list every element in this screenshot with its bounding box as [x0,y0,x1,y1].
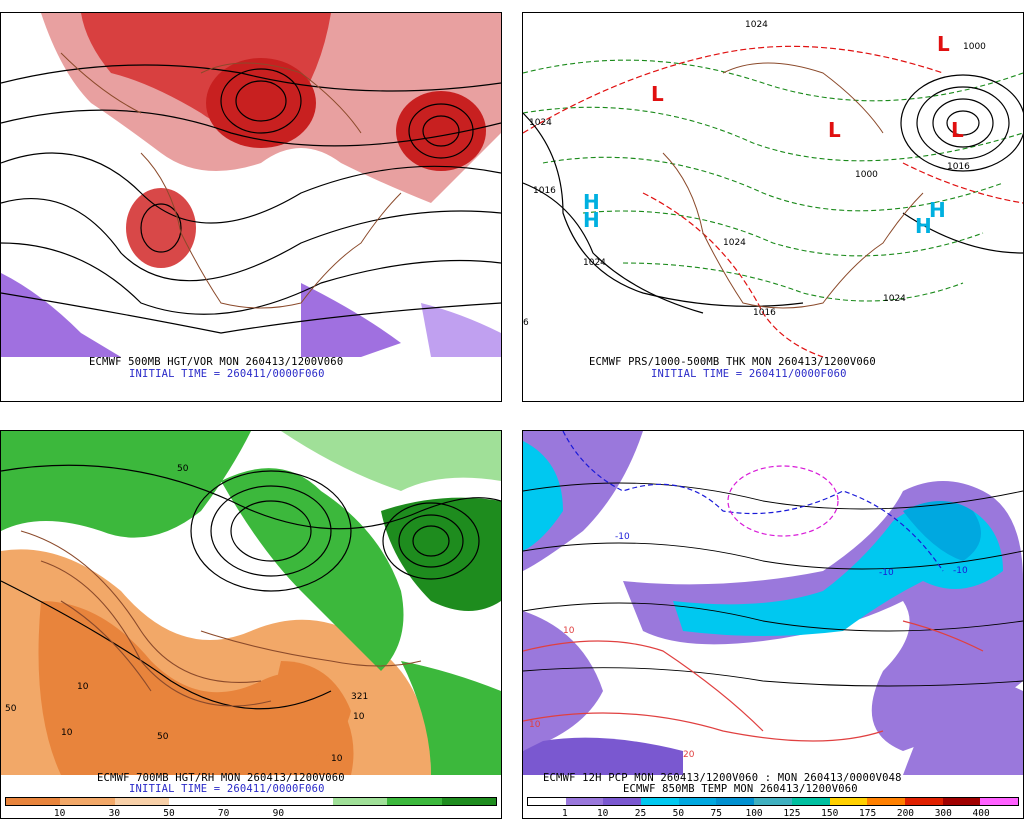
pcp-colorbar-swatch [980,798,1018,805]
map-700mb: 10 50 10 321 10 50 50 10 [1,431,501,775]
rh-colorbar-swatch [169,798,224,805]
rh-colorbar-swatch [387,798,442,805]
temp-label: 20 [683,750,695,760]
map-500mb [1,13,501,357]
isobar-label: 1016 [753,308,776,318]
panel-2-caption: ECMWF PRS/1000-500MB THK MON 260413/1200… [589,356,876,368]
isobar-label: 1024 [529,118,552,128]
temp-label: -10 [879,568,894,578]
pcp-colorbar-tick-label: 300 [934,808,952,819]
panel-1-subcaption: INITIAL TIME = 260411/0000F060 [129,368,325,380]
map-700mb-svg: 10 50 10 321 10 50 50 10 [1,431,501,775]
rh-label: 10 [331,754,343,764]
rh-colorbar-swatch [223,798,279,805]
isobar-label: 1016 [533,186,556,196]
rh-colorbar-tick-label: 10 [53,808,66,819]
pcp-colorbar-tick-label: 75 [710,808,722,819]
rh-label: 50 [177,464,189,474]
pcp-colorbar-tick-label: 1 [561,808,568,819]
rh-label: 321 [351,692,368,702]
rh-label: 50 [157,732,169,742]
rh-colorbar-tick-label: 70 [217,808,230,819]
rh-label: 10 [353,712,365,722]
rh-colorbar-swatch [60,798,115,805]
isobar-label: 1016 [947,162,970,172]
pcp-colorbar-swatch [829,798,868,805]
pcp-colorbar-swatch [565,798,604,805]
panel-700mb-hgt-rh: 10 50 10 321 10 50 50 10 ECMWF 700MB HGT… [0,430,502,819]
temp-label: 10 [563,626,575,636]
pcp-colorbar-swatch [603,798,642,805]
panel-pcp-850temp: -10 -10 10 10 20 -10 ECMWF 12H PCP MON 2… [522,430,1024,819]
pcp-colorbar-swatch [528,798,566,805]
panel-1-caption: ECMWF 500MB HGT/VOR MON 260413/1200V060 [89,356,344,368]
panel-3-caption: ECMWF 700MB HGT/RH MON 260413/1200V060 [97,772,345,784]
pcp-colorbar-tick-label: 175 [859,808,877,819]
map-500mb-svg [1,13,501,357]
rh-colorbar-tick-label: 50 [163,808,175,819]
panel-4-caption: ECMWF 12H PCP MON 260413/1200V060 : MON … [543,772,902,784]
low-center: L [828,118,841,142]
pcp-colorbar-tick-label: 50 [672,808,685,819]
map-pcp-svg: -10 -10 10 10 20 -10 [523,431,1023,775]
high-center: H [583,190,600,214]
isobar-label: 1024 [883,294,906,304]
map-prs-thk-svg: L L L L H H H H 1024 1024 1016 1024 1000… [523,13,1023,357]
isobar-label: 1024 [583,258,606,268]
isobar-label: 1024 [745,20,768,30]
pcp-colorbar-labels: 1 10 25 50 75 100 125 150 175 200 300 400 [527,808,1019,820]
rh-colorbar-swatch [6,798,61,805]
pcp-colorbar-tick-label: 25 [634,808,647,819]
low-center: L [651,82,664,106]
high-center: H [929,198,946,222]
rh-colorbar-swatch [114,798,170,805]
pcp-colorbar [527,797,1019,806]
rh-colorbar-swatch [278,798,333,805]
panel-4-subcaption: ECMWF 850MB TEMP MON 260413/1200V060 [623,783,858,795]
pcp-colorbar-swatch [942,798,981,805]
high-center: H [583,208,600,232]
panel-500mb-hgt-vor: ECMWF 500MB HGT/VOR MON 260413/1200V060 … [0,12,502,402]
pcp-colorbar-swatch [641,798,679,805]
temp-label: 10 [529,720,541,730]
isobar-label: 1024 [723,238,746,248]
rh-label: 50 [5,704,17,714]
isobar-label: 1000 [855,170,878,180]
pcp-colorbar-swatch [678,798,717,805]
rh-label: 10 [61,728,73,738]
pcp-colorbar-swatch [904,798,943,805]
pcp-colorbar-tick-label: 10 [596,808,609,819]
rh-label: 10 [77,682,89,692]
pcp-colorbar-tick-label: 100 [745,808,763,819]
rh-colorbar-swatch [441,798,496,805]
pcp-colorbar-swatch [754,798,792,805]
map-prs-thk: L L L L H H H H 1024 1024 1016 1024 1000… [523,13,1023,357]
pcp-colorbar-swatch [791,798,830,805]
panel-2-subcaption: INITIAL TIME = 260411/0000F060 [651,368,847,380]
panel-prs-thk: L L L L H H H H 1024 1024 1016 1024 1000… [522,12,1024,402]
panel-3-subcaption: INITIAL TIME = 260411/0000F060 [129,783,325,795]
isobar-label: 6 [523,318,529,328]
pcp-colorbar-tick-label: 200 [896,808,915,819]
high-center: H [915,214,932,238]
pcp-colorbar-tick-label: 150 [821,808,839,819]
isobar-label: 1000 [963,42,986,52]
pcp-colorbar-swatch [716,798,755,805]
map-pcp-850temp: -10 -10 10 10 20 -10 [523,431,1023,775]
rh-colorbar-tick-label: 90 [272,808,285,819]
low-center: L [951,118,964,142]
pcp-colorbar-tick-label: 125 [783,808,801,819]
rh-colorbar-tick-label: 30 [108,808,121,819]
pcp-colorbar-swatch [867,798,905,805]
low-center: L [937,32,950,56]
rh-colorbar [5,797,497,806]
rh-colorbar-swatch [332,798,388,805]
pcp-colorbar-tick-label: 400 [972,808,990,819]
temp-label: -10 [615,532,630,542]
temp-label: -10 [953,566,968,576]
rh-colorbar-labels: 10 30 50 70 90 [5,808,497,820]
